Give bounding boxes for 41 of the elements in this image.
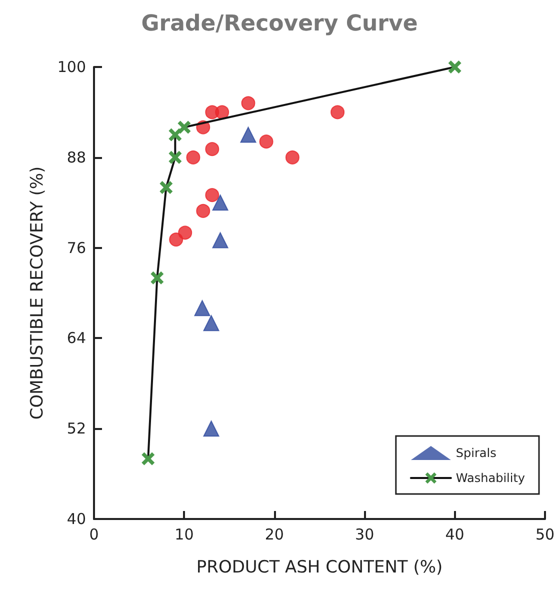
x-tick-label: 20	[264, 526, 284, 544]
y-tick-label: 40	[66, 510, 86, 528]
chart-title: Grade/Recovery Curve	[141, 12, 418, 36]
y-tick-label: 64	[66, 329, 86, 348]
point	[168, 128, 182, 142]
point	[212, 232, 228, 248]
point	[212, 194, 228, 211]
point	[259, 134, 274, 149]
legend-label: Washability	[456, 471, 526, 485]
point	[240, 126, 256, 143]
point	[285, 150, 300, 164]
point	[142, 452, 155, 466]
y-axis-title: COMBUSTIBLE RECOVERY (%)	[28, 166, 48, 420]
x-tick-label: 40	[445, 526, 464, 544]
point	[448, 60, 462, 74]
x-tick-label: 30	[355, 526, 374, 544]
point	[178, 120, 191, 134]
point	[205, 188, 220, 202]
point	[196, 204, 210, 218]
point	[160, 181, 173, 194]
legend-label: Spirals	[456, 446, 496, 460]
y-tick-label: 88	[66, 148, 86, 166]
point	[330, 105, 345, 120]
point	[205, 142, 220, 156]
point	[178, 226, 192, 240]
y-tick-label: 100	[57, 58, 86, 76]
point	[168, 150, 182, 164]
point	[203, 315, 220, 332]
x-tick-label: 0	[89, 526, 99, 544]
y-tick-label: 76	[66, 238, 86, 257]
point	[194, 300, 210, 316]
point	[150, 271, 164, 284]
point	[169, 232, 184, 247]
x-tick-label: 50	[535, 526, 555, 544]
x-tick-label: 10	[174, 526, 194, 544]
point	[186, 150, 200, 164]
x-axis-title: PRODUCT ASH CONTENT (%)	[196, 558, 443, 578]
point	[203, 420, 220, 437]
point	[241, 96, 256, 110]
y-tick-label: 52	[66, 420, 86, 438]
point	[215, 105, 230, 120]
